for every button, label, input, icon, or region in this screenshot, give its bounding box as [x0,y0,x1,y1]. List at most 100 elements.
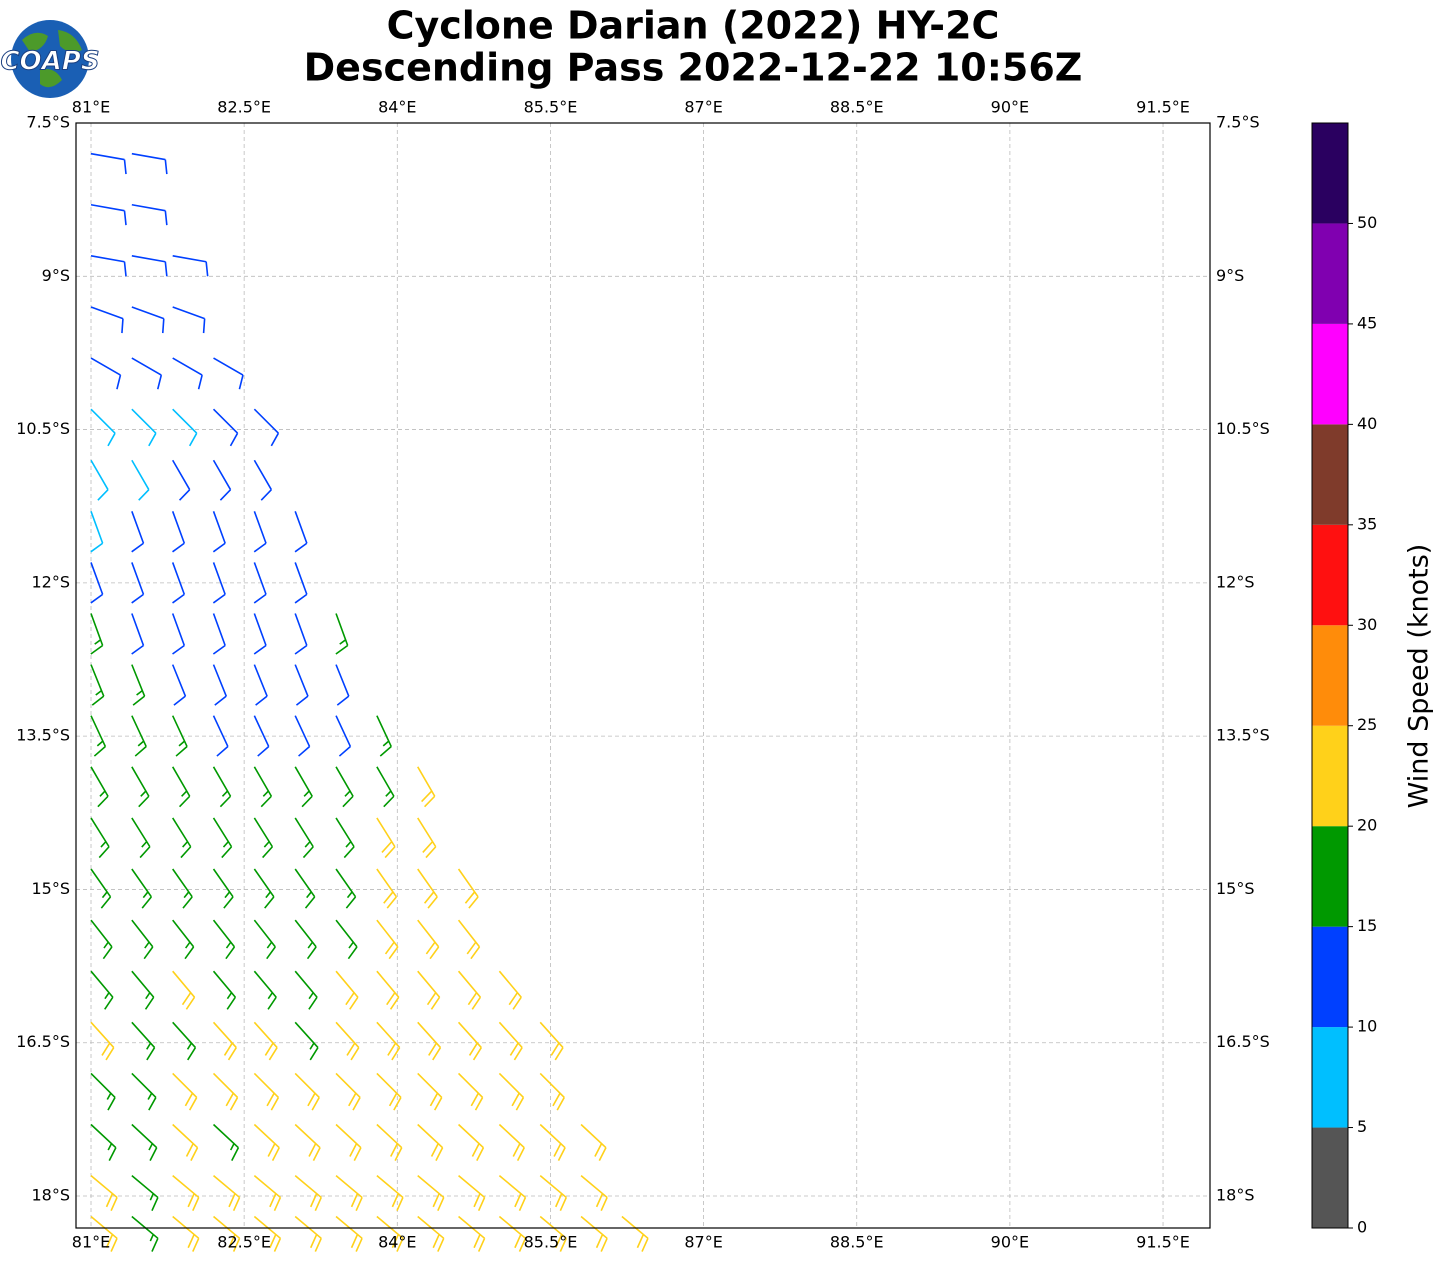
wind-barb [213,1174,241,1212]
colorbar: 0 5 10 15 20 25 30 35 40 45 50 [1311,122,1377,1237]
wind-barb [253,459,273,501]
wind-barb [172,1174,200,1212]
y-tick-label: 18°S [1216,1186,1255,1205]
x-tick-label: 87°E [684,1233,722,1252]
wind-barb [417,868,438,909]
wind-barb [580,1123,607,1161]
wind-barb [172,1215,200,1252]
wind-barb [457,1021,482,1061]
y-tick-label: 15°S [31,879,70,898]
wind-barb [172,408,198,447]
wind-barb [253,970,277,1010]
wind-barb [212,613,226,655]
colorbar-segment [1312,223,1348,324]
wind-barb [335,613,349,655]
wind-barb [172,1072,198,1111]
wind-barb [294,817,314,859]
y-tick-label: 9°S [42,266,70,285]
wind-barb [335,868,357,909]
wind-barb [212,766,232,808]
wind-barb [131,919,154,960]
wind-barb [335,766,354,808]
x-tick-label: 90°E [991,1233,1029,1252]
colorbar-segment [1312,323,1348,425]
wind-barb [417,1072,443,1111]
y-tick-label: 7.5°S [1216,113,1260,132]
wind-barb [253,817,274,859]
wind-barb [172,1021,197,1061]
wind-barb [539,1123,566,1161]
colorbar-tick-label: 5 [1357,1117,1367,1136]
wind-barb [172,868,193,909]
x-tick-label: 90°E [991,98,1029,117]
wind-barb [90,1072,116,1111]
wind-barb [90,152,127,175]
colorbar-segment [1312,524,1348,626]
wind-barb [253,1021,278,1061]
wind-barb [131,664,146,706]
wind-barb [253,1215,282,1252]
wind-barb [131,459,150,501]
wind-barb [539,1072,565,1111]
y-tick-label: 13.5°S [16,726,70,745]
wind-barb [253,919,276,960]
wind-barb [131,1215,159,1252]
wind-barb [580,1215,608,1252]
colorbar-tick-label: 50 [1357,213,1377,232]
wind-barb [171,459,191,501]
y-tick-label: 13.5°S [1216,726,1270,745]
wind-barb [376,1072,402,1111]
colorbar-segment [1312,424,1348,525]
barbs [90,152,649,1252]
wind-barb [335,1021,360,1061]
wind-barb [498,1072,525,1111]
wind-barb [294,919,317,960]
wind-barb [131,766,150,808]
wind-barb [131,255,168,277]
wind-barb [131,1123,158,1161]
wind-barb [212,919,236,960]
wind-barb [417,1021,442,1061]
wind-barb [90,511,104,553]
wind-barb [171,664,187,706]
wind-barb [212,715,229,757]
wind-barb [131,613,145,655]
wind-barb [376,1174,404,1212]
y-tick-label: 12°S [31,572,70,591]
wind-barb [90,255,127,277]
wind-barb [253,868,275,909]
wind-barb [172,919,195,960]
wind-barb [335,970,359,1010]
wind-barb [335,664,350,706]
wind-barb [172,306,206,334]
wind-barb [335,1123,362,1161]
wind-barb [253,1072,280,1111]
wind-barb [539,1215,568,1252]
chart-title: Cyclone Darian (2022) HY-2C [387,4,1000,48]
wind-barb [294,1021,319,1061]
colorbar-tick-label: 25 [1357,715,1377,734]
wind-barb [335,715,352,757]
colorbar-tick-label: 35 [1357,514,1377,533]
wind-barb [90,1174,118,1212]
x-tick-label: 91.5°E [1136,1233,1190,1252]
wind-barb [294,1072,320,1111]
logo: COAPS [0,20,100,98]
wind-barb [458,1123,485,1161]
x-tick-label: 82.5°E [217,98,271,117]
wind-barb [294,970,318,1010]
wind-barb [335,1174,363,1212]
colorbar-tick-label: 0 [1357,1218,1367,1237]
wind-barb [294,613,308,655]
wind-barb [376,715,392,757]
wind-barb [90,1215,118,1252]
wind-barb [294,562,308,604]
wind-barb [498,1021,523,1061]
x-tick-label: 82.5°E [217,1233,271,1252]
wind-barb [212,1072,239,1111]
wind-barb [417,817,437,859]
x-tick-label: 81°E [72,1233,110,1252]
wind-barb [376,970,400,1010]
wind-barb [212,664,228,706]
wind-barb [294,766,313,808]
